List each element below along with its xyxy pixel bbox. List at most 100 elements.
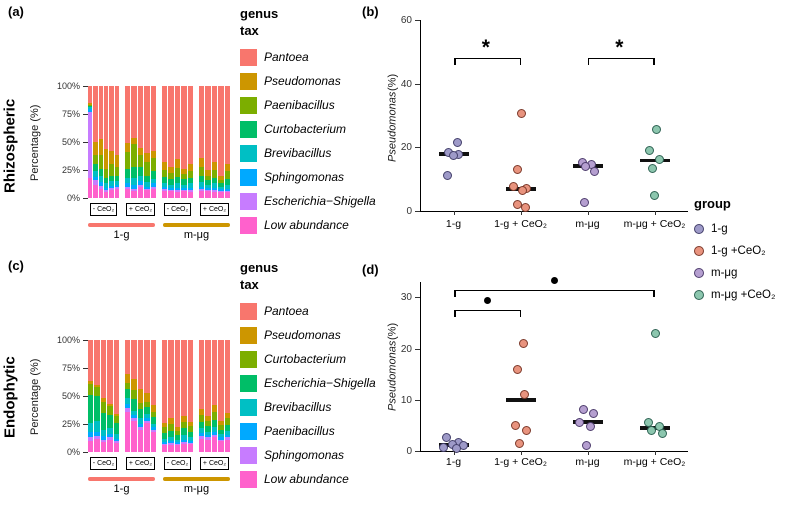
treatment-strip-cell: + CeO₂	[125, 457, 156, 470]
legend-color-swatch	[240, 96, 257, 114]
bar-segment	[144, 190, 150, 198]
bar-segment	[168, 187, 174, 191]
x-tick-mark	[587, 211, 589, 215]
sample-bar	[218, 340, 224, 452]
y-tick-label: 40	[400, 78, 412, 90]
bar-segment	[162, 438, 168, 442]
sample-bar	[144, 340, 150, 452]
bar-segment	[107, 434, 113, 438]
data-point	[520, 202, 530, 212]
y-tick-label: 25%	[61, 419, 80, 429]
data-point	[512, 165, 522, 175]
bar-segment	[187, 431, 194, 438]
x-tick-label: 1-g	[445, 456, 462, 468]
group-legend: group 1-g 1-g +CeO₂ m-μg m-μg +CeO₂	[694, 196, 775, 301]
group-legend-marker	[694, 289, 704, 300]
y-tick-mark	[415, 297, 420, 299]
bar-segment	[113, 440, 120, 443]
bar-segment	[181, 168, 187, 175]
y-tick-label: 20	[400, 142, 412, 154]
bar-segment	[181, 435, 187, 440]
bar-segment	[113, 422, 120, 435]
data-point	[521, 426, 531, 435]
legend-genus-label: Pantoea	[264, 50, 309, 65]
legend-color-swatch	[240, 422, 257, 440]
y-tick-label: 75%	[61, 109, 80, 119]
bracket-end-tick	[653, 58, 655, 66]
bar-segment	[181, 444, 187, 452]
bar-segment	[168, 418, 174, 424]
sample-bar	[168, 86, 174, 198]
x-tick-mark	[654, 451, 656, 455]
bar-segment	[168, 184, 174, 188]
bar-segment	[181, 178, 187, 185]
legend-genus-label: Curtobacterium	[264, 122, 347, 137]
significance-dot	[551, 276, 558, 284]
legend-genus-label: Brevibacillus	[264, 146, 332, 161]
bottom-group-color-line	[88, 477, 155, 481]
bar-segment	[187, 171, 194, 178]
bar-segment	[94, 420, 100, 432]
bar-segment	[131, 418, 137, 421]
bar-segment	[131, 379, 137, 391]
bar-segment	[113, 416, 120, 423]
data-point	[517, 186, 527, 196]
sample-bar	[137, 340, 144, 452]
legend-entry: Curtobacterium	[240, 350, 376, 368]
data-point	[452, 138, 462, 148]
significance-asterisk: *	[481, 36, 490, 60]
bar-segment	[218, 437, 224, 440]
bar-segment	[100, 439, 107, 442]
bar-segment	[103, 168, 109, 178]
bar-segment	[224, 430, 231, 436]
bar-segment	[224, 184, 231, 189]
y-tick-mark	[83, 170, 88, 171]
bar-segment	[205, 175, 211, 181]
bar-segment	[131, 166, 137, 178]
bar-segment	[181, 174, 187, 179]
legend-genus-label: Paenibacillus	[264, 98, 335, 113]
sample-bar	[150, 86, 157, 198]
bar-segment	[137, 147, 144, 156]
bar-segment	[150, 171, 157, 179]
bar-segment	[144, 420, 150, 423]
bar-segment	[199, 175, 205, 183]
y-tick-label: 60	[400, 15, 412, 26]
bar-segment	[88, 383, 94, 395]
bar-segment	[150, 423, 157, 428]
bottom-group: 1-g	[88, 477, 155, 495]
bar-segment	[218, 86, 224, 176]
bar-segment	[88, 106, 93, 108]
bracket-end-tick	[519, 58, 522, 66]
bar-segment	[211, 192, 218, 198]
bar-segment	[137, 423, 144, 428]
bar-segment	[94, 436, 100, 439]
bracket-end-tick	[519, 310, 522, 318]
bar-segment	[150, 157, 157, 172]
bar-segment	[150, 427, 157, 430]
bracket-end-tick	[454, 310, 456, 318]
bar-segment	[199, 157, 205, 167]
legend-entry: Escherichia−Shigella	[240, 192, 376, 210]
bar-segment	[137, 409, 144, 419]
data-point	[647, 425, 657, 435]
data-point	[441, 433, 451, 443]
bottom-group: m-μg	[163, 477, 230, 495]
bar-segment	[168, 423, 174, 431]
data-point	[519, 390, 529, 400]
bar-segment	[199, 86, 205, 158]
significance-bracket	[454, 289, 655, 291]
bar-segment	[125, 403, 131, 409]
treatment-strip-cell: - CeO₂	[88, 203, 119, 216]
legend-color-swatch	[240, 144, 257, 162]
bar-segment	[162, 445, 168, 452]
panel-c-treatment-group-0	[88, 340, 120, 452]
data-point	[579, 405, 589, 415]
bar-segment	[94, 340, 100, 385]
bracket-end-tick	[454, 289, 456, 297]
legend-entry: Brevibacillus	[240, 398, 376, 416]
sample-bar	[98, 86, 103, 198]
panel-a-bars	[88, 86, 231, 198]
bar-segment	[144, 175, 150, 183]
bar-segment	[199, 438, 205, 452]
